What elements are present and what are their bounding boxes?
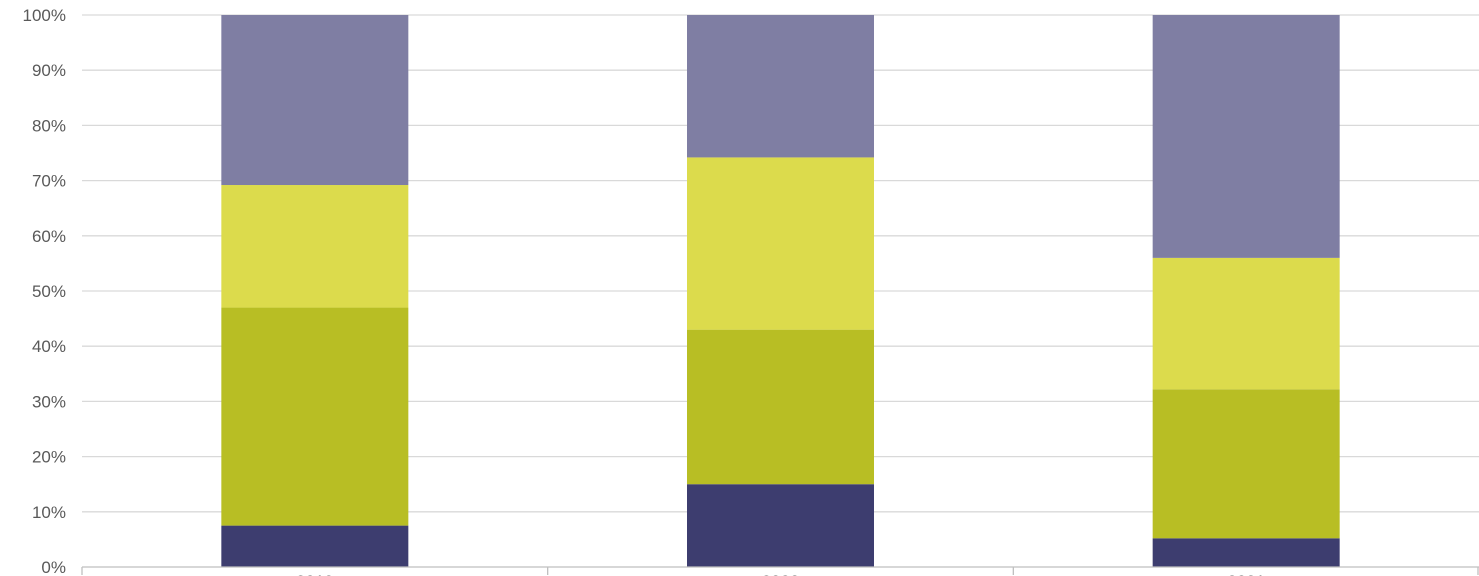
y-tick-label: 40% [32, 337, 66, 356]
bar-stack-2021 [1152, 15, 1340, 567]
y-tick-label: 90% [32, 61, 66, 80]
bar-segment [1152, 257, 1340, 390]
y-tick-label: 60% [32, 227, 66, 246]
x-category-label: 2020 [762, 572, 800, 576]
bar-segment [687, 329, 874, 485]
y-tick-label: 20% [32, 448, 66, 467]
bar-segment [221, 15, 409, 186]
bar-stack-2019 [221, 15, 409, 567]
y-tick-label: 30% [32, 392, 66, 411]
bar-segment [687, 15, 874, 158]
bar-segment [1152, 538, 1340, 567]
y-tick-label: 100% [23, 6, 66, 25]
bar-segment [687, 157, 874, 330]
x-category-label: 2019 [296, 572, 334, 576]
y-tick-label: 10% [32, 503, 66, 522]
bar-segment [221, 307, 409, 526]
bar-segment [687, 484, 874, 567]
bar-segment [1152, 389, 1340, 539]
y-tick-label: 70% [32, 172, 66, 191]
x-category-label: 2021 [1227, 572, 1265, 576]
bar-stacks [221, 15, 1340, 567]
bar-segment [221, 525, 409, 567]
y-tick-label: 80% [32, 116, 66, 135]
y-tick-label: 50% [32, 282, 66, 301]
y-axis-tick-labels: 0% 10% 20% 30% 40% 50% 60% 70% 80% 90% 100% [23, 6, 66, 576]
bar-segment [221, 185, 409, 308]
bar-stack-2020 [687, 15, 874, 567]
x-axis: 2019 2020 2021 [81, 566, 1479, 576]
bar-segment [1152, 15, 1340, 258]
y-tick-label: 0% [41, 558, 66, 576]
